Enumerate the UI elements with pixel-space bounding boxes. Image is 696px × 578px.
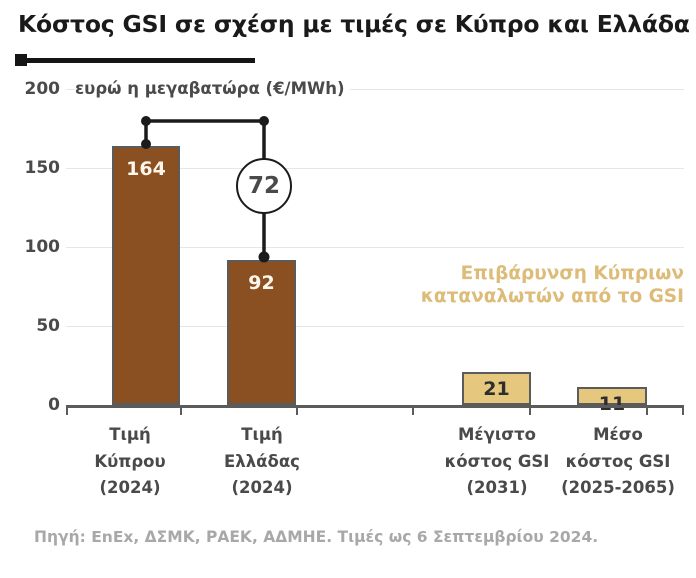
bar-value-label: 164 [126, 158, 166, 180]
y-tick-200: 200 [24, 79, 61, 99]
bar-timi-kyprou[interactable]: 164 [112, 146, 180, 405]
x-label-line-1: Μέγιστο [458, 425, 536, 444]
x-tick-1 [180, 405, 182, 415]
x-tick-5 [646, 405, 648, 415]
source-note: Πηγή: EnEx, ΔΣΜΚ, ΡΑΕΚ, ΑΔΜΗΕ. Τιμές ως … [34, 528, 599, 546]
x-label-line-2: Κύπρου [94, 451, 166, 471]
x-label-line-3: (2024) [99, 478, 161, 498]
y-tick-50: 50 [36, 316, 60, 336]
title-divider [18, 58, 255, 63]
x-label-line-3: (2024) [231, 478, 293, 498]
x-label-line-1: Μέσο [593, 425, 643, 444]
x-label-line-3: (2025-2065) [561, 478, 675, 498]
gridline-150 [66, 168, 684, 169]
x-tick-0 [66, 405, 68, 415]
bar-value-label: 92 [248, 272, 275, 294]
bar-meso-kostos-gsi[interactable]: 11 [577, 387, 647, 415]
x-label-meso-kostos-gsi: Μέσο κόστος GSI (2025-2065) [551, 422, 685, 502]
x-label-line-1: Τιμή [241, 425, 283, 444]
callout-line-1: Επιβάρυνση Κύπριων [460, 263, 684, 284]
x-label-line-2: κόστος GSI [444, 451, 550, 471]
x-tick-4 [529, 405, 531, 415]
title-divider-marker [15, 54, 27, 66]
x-axis-line [66, 405, 684, 408]
gridline-200 [66, 89, 684, 90]
x-label-timi-elladas: Τιμή Ελλάδας (2024) [204, 422, 320, 502]
x-label-megisto-kostos-gsi: Μέγιστο κόστος GSI (2031) [435, 422, 559, 502]
y-axis-tick-labels: 200 150 100 50 0 [0, 79, 61, 415]
bar-value-label: 11 [598, 393, 626, 415]
page-title: Κόστος GSI σε σχέση με τιμές σε Κύπρο κα… [18, 10, 690, 38]
y-tick-100: 100 [24, 237, 61, 257]
gridline-50 [66, 326, 684, 327]
x-label-line-2: κόστος GSI [565, 451, 671, 471]
y-tick-150: 150 [24, 158, 61, 178]
y-tick-0: 0 [48, 395, 60, 415]
callout-line-2: καταναλωτών από το GSI [420, 286, 684, 308]
x-tick-3 [412, 405, 414, 415]
x-label-line-3: (2031) [466, 478, 528, 498]
bar-megisto-kostos-gsi[interactable]: 21 [462, 372, 531, 405]
x-label-line-2: Ελλάδας [224, 451, 300, 471]
x-label-line-1: Τιμή [109, 425, 151, 444]
callout-text: Επιβάρυνση Κύπριων καταναλωτών από το GS… [370, 262, 684, 309]
bar-value-label: 21 [483, 378, 510, 400]
gridline-100 [66, 247, 684, 248]
bar-timi-elladas[interactable]: 92 [227, 260, 296, 405]
delta-value-badge: 72 [236, 158, 292, 214]
x-tick-2 [296, 405, 298, 415]
x-label-timi-kyprou: Τιμή Κύπρου (2024) [72, 422, 188, 502]
x-tick-6 [682, 405, 684, 415]
y-axis-unit-label: ευρώ η μεγαβατώρα (€/MWh) [75, 79, 351, 98]
plot-area: 164 92 21 11 [66, 89, 684, 415]
